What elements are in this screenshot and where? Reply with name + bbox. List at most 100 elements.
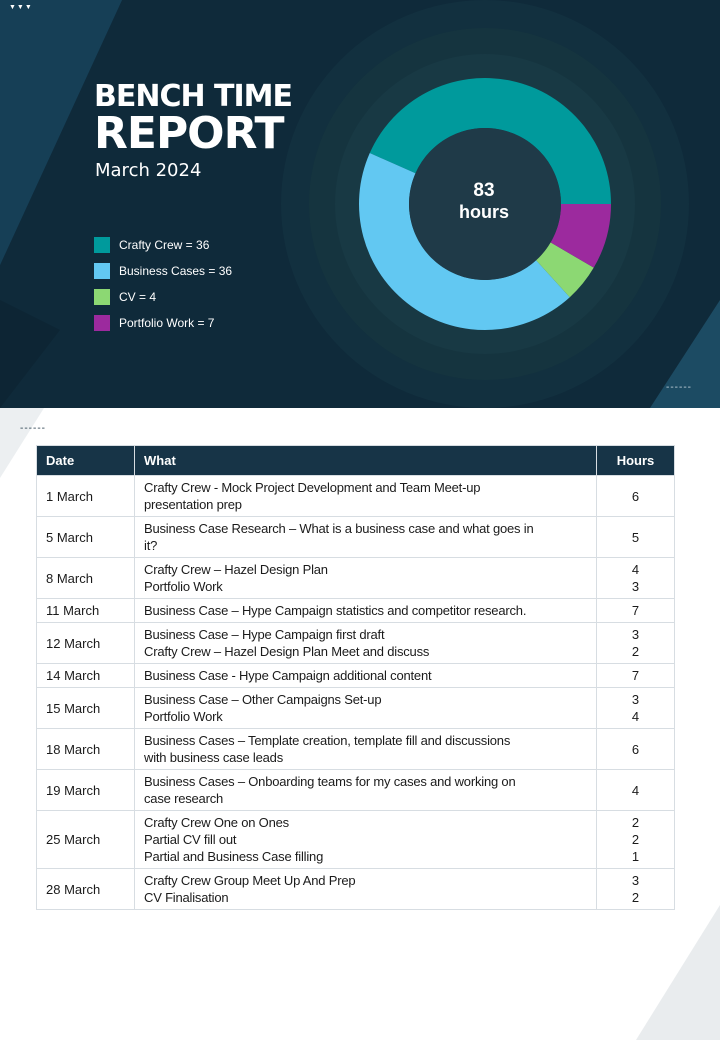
- donut-slice-business-cases: [359, 153, 570, 331]
- table-row: 28 March Crafty Crew Group Meet Up And Pr…: [36, 868, 675, 910]
- row-date: 19 March: [36, 769, 135, 811]
- table-row: 19 March Business Cases – Onboarding team…: [36, 769, 675, 811]
- table-row: 12 March Business Case – Hype Campaign fi…: [36, 622, 675, 664]
- row-what-line: Partial and Business Case filling: [144, 849, 324, 864]
- row-what: Crafty Crew One on Ones Partial CV fill o…: [134, 810, 597, 869]
- row-date: 28 March: [36, 868, 135, 910]
- row-hours-value: 4: [631, 562, 640, 577]
- row-hours-value: 7: [631, 603, 640, 618]
- donut-center-total: 83 hours: [434, 180, 534, 222]
- row-what: Crafty Crew - Mock Project Development a…: [134, 475, 597, 517]
- row-hours-value: 2: [631, 644, 640, 659]
- legend-swatch: [94, 237, 110, 253]
- row-date: 1 March: [36, 475, 135, 517]
- row-what-line: Business Case – Hype Campaign first draf…: [144, 627, 385, 642]
- table-row: 8 March Crafty Crew – Hazel Design Plan Po…: [36, 557, 675, 599]
- banner-right-shard: [650, 300, 720, 408]
- row-date: 12 March: [36, 622, 135, 664]
- row-hours: 6: [596, 728, 675, 770]
- legend-item: CV = 4: [94, 284, 232, 310]
- donut-slice-cv: [536, 242, 594, 298]
- row-hours-value: 2: [631, 890, 640, 905]
- decorative-dash-line: ------: [666, 382, 692, 393]
- row-what-line: it?: [144, 538, 158, 553]
- row-date: 5 March: [36, 516, 135, 558]
- table-header-row: Date What Hours: [36, 445, 675, 476]
- title-line-2: REPORT: [94, 108, 285, 159]
- row-what-line: Portfolio Work: [144, 709, 223, 724]
- header-date: Date: [36, 445, 135, 476]
- legend-swatch: [94, 263, 110, 279]
- legend-swatch: [94, 315, 110, 331]
- row-what: Business Case Research – What is a busin…: [134, 516, 597, 558]
- total-hours-unit: hours: [458, 202, 509, 222]
- report-header-banner: ▼▼▼ BENCH TIME REPORT March 2024 Crafty …: [0, 0, 720, 408]
- legend-label: Portfolio Work = 7: [119, 316, 215, 330]
- row-hours-value: 6: [631, 488, 640, 504]
- row-what-line: Business Case - Hype Campaign additional…: [144, 668, 432, 683]
- row-hours: 6: [596, 475, 675, 517]
- donut-slice-crafty-crew: [369, 78, 611, 204]
- row-what: Business Case - Hype Campaign additional…: [134, 663, 597, 688]
- row-what-line: Crafty Crew One on Ones: [144, 815, 289, 830]
- row-what: Crafty Crew – Hazel Design Plan Portfolio…: [134, 557, 597, 599]
- legend-label: Business Cases = 36: [119, 264, 233, 278]
- table-row: 15 March Business Case – Other Campaigns …: [36, 687, 675, 729]
- row-what: Business Cases – Template creation, temp…: [134, 728, 597, 770]
- row-what-line: CV Finalisation: [144, 890, 229, 905]
- row-hours-value: 3: [631, 873, 640, 888]
- table-row: 1 March Crafty Crew - Mock Project Develo…: [36, 475, 675, 517]
- row-what-line: Partial CV fill out: [144, 832, 237, 847]
- corner-triangles-icon: ▼▼▼: [9, 4, 33, 11]
- legend-item: Portfolio Work = 7: [94, 310, 232, 336]
- donut-chart: [359, 78, 611, 331]
- row-what-line: Business Cases – Onboarding teams for my…: [144, 774, 516, 789]
- row-what-line: Business Cases – Template creation, temp…: [144, 733, 511, 748]
- header-hours: Hours: [596, 445, 675, 476]
- row-hours: 4: [596, 769, 675, 811]
- row-what-line: presentation prep: [144, 497, 242, 512]
- total-hours-value: 83: [473, 180, 495, 201]
- donut-slice-portfolio-work: [550, 204, 611, 268]
- chart-legend: Crafty Crew = 36 Business Cases = 36 CV = …: [94, 232, 232, 336]
- row-date: 8 March: [36, 557, 135, 599]
- row-what-line: with business case leads: [144, 750, 283, 765]
- row-hours-value: 4: [631, 709, 640, 724]
- row-hours-value: 2: [631, 815, 640, 830]
- row-hours: 2 2 1: [596, 810, 675, 869]
- table-row: 11 March Business Case – Hype Campaign st…: [36, 598, 675, 623]
- legend-label: Crafty Crew = 36: [119, 238, 210, 252]
- row-what: Business Case – Hype Campaign statistics…: [134, 598, 597, 623]
- report-subtitle: March 2024: [95, 160, 202, 181]
- table-row: 5 March Business Case Research – What is …: [36, 516, 675, 558]
- legend-swatch: [94, 289, 110, 305]
- table-row: 14 March Business Case - Hype Campaign ad…: [36, 663, 675, 688]
- row-hours: 5: [596, 516, 675, 558]
- row-date: 25 March: [36, 810, 135, 869]
- decorative-dash-line-2: ------: [20, 423, 46, 434]
- row-hours-value: 3: [631, 627, 640, 642]
- row-what-line: case research: [144, 791, 224, 806]
- row-date: 15 March: [36, 687, 135, 729]
- row-hours-value: 3: [631, 692, 640, 707]
- row-hours-value: 4: [631, 782, 640, 798]
- row-date: 11 March: [36, 598, 135, 623]
- title-line-1: BENCH TIME: [94, 79, 293, 114]
- row-date: 14 March: [36, 663, 135, 688]
- row-hours-value: 3: [631, 579, 640, 594]
- row-hours-value: 2: [631, 832, 640, 847]
- row-what-line: Business Case – Other Campaigns Set-up: [144, 692, 382, 707]
- legend-item: Business Cases = 36: [94, 258, 232, 284]
- row-what-line: Business Case – Hype Campaign statistics…: [144, 603, 527, 618]
- row-what-line: Portfolio Work: [144, 579, 223, 594]
- row-what: Crafty Crew Group Meet Up And Prep CV Fin…: [134, 868, 597, 910]
- row-hours: 7: [596, 663, 675, 688]
- row-date: 18 March: [36, 728, 135, 770]
- row-what-line: Crafty Crew – Hazel Design Plan Meet and…: [144, 644, 430, 659]
- bench-time-table: Date What Hours 1 March Crafty Crew - Moc…: [36, 445, 675, 910]
- row-what: Business Cases – Onboarding teams for my…: [134, 769, 597, 811]
- report-title: BENCH TIME REPORT: [94, 79, 293, 159]
